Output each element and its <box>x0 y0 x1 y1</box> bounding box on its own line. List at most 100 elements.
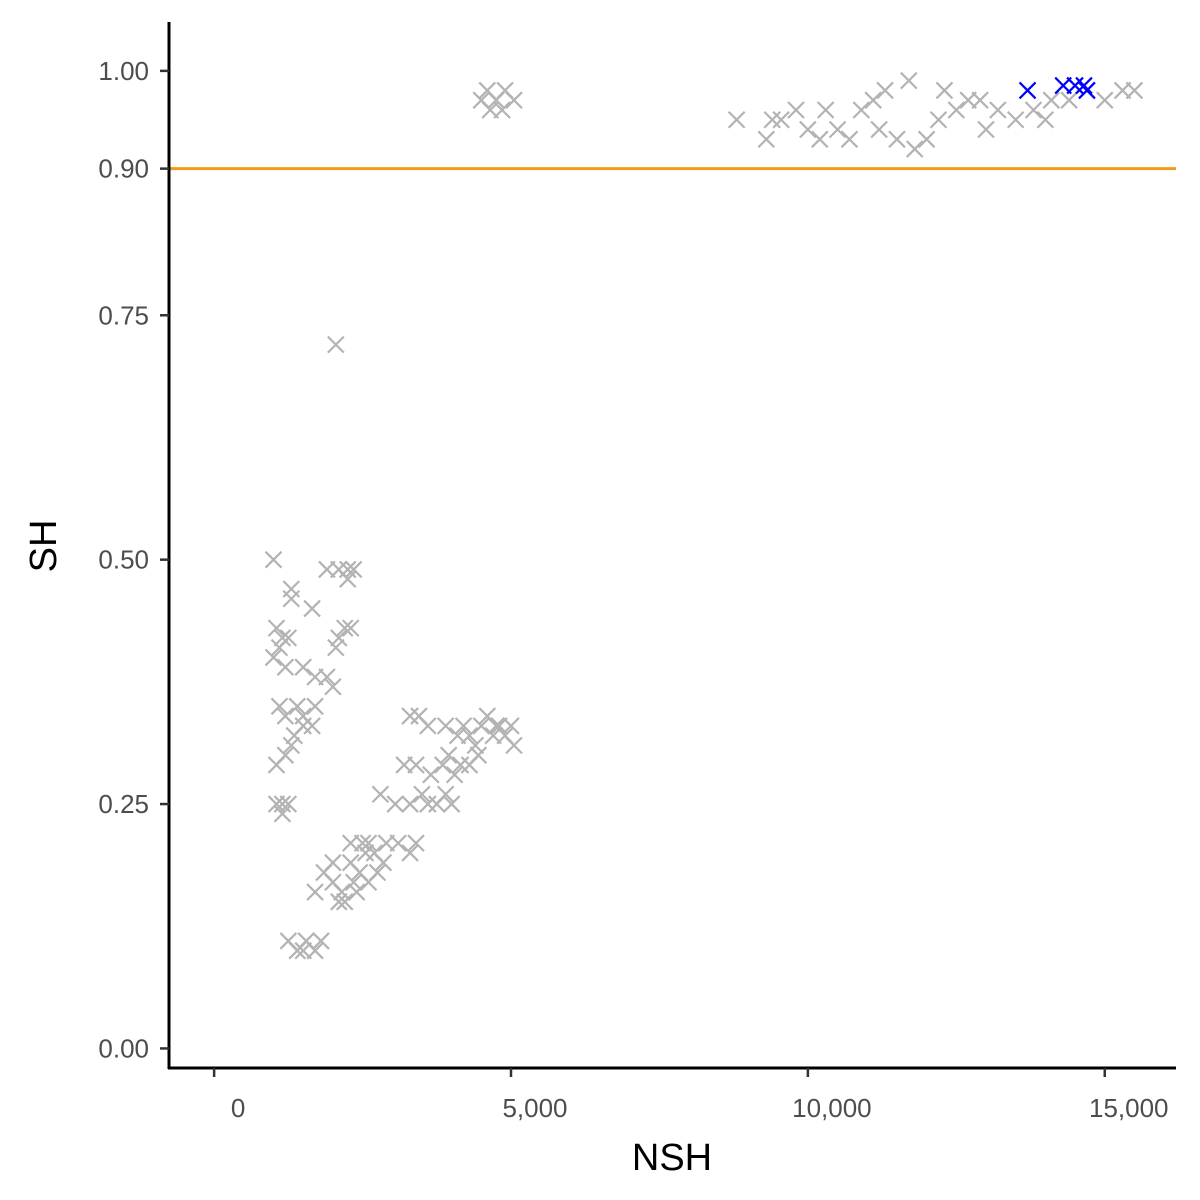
data-point <box>335 893 354 911</box>
data-point <box>478 707 497 725</box>
y-tick-label: 0.75 <box>98 300 149 330</box>
data-point <box>935 81 954 100</box>
y-axis-title: SH <box>23 520 65 573</box>
data-point <box>1060 91 1078 109</box>
data-point <box>989 101 1007 119</box>
data-point <box>303 717 321 735</box>
data-point <box>1024 101 1043 119</box>
data-point <box>386 795 404 813</box>
data-point <box>413 785 431 804</box>
data-point <box>344 873 363 892</box>
data-point <box>439 746 458 764</box>
highlight-point <box>1078 81 1096 100</box>
data-point <box>1125 81 1144 100</box>
data-point <box>267 619 286 637</box>
plot-area <box>169 71 1176 960</box>
data-point <box>407 756 425 774</box>
data-point <box>947 101 966 119</box>
data-point <box>929 110 948 129</box>
data-point <box>279 629 298 647</box>
data-point <box>273 629 292 647</box>
data-point <box>460 726 479 745</box>
data-point <box>335 619 354 637</box>
data-point <box>333 883 351 901</box>
data-point <box>900 71 918 90</box>
data-point <box>294 941 312 960</box>
highlight-point <box>1066 76 1084 95</box>
data-point <box>324 677 342 696</box>
data-point <box>341 619 360 637</box>
data-point <box>267 756 286 774</box>
data-point <box>401 844 419 862</box>
data-point <box>318 668 336 686</box>
data-point <box>306 697 324 716</box>
data-point <box>347 883 366 901</box>
data-point <box>888 130 906 149</box>
data-point <box>419 795 437 813</box>
data-point <box>977 120 995 139</box>
data-point <box>422 765 440 784</box>
data-point <box>505 736 523 755</box>
data-point <box>353 834 372 852</box>
data-point <box>772 110 790 129</box>
data-point <box>787 101 805 119</box>
data-point <box>490 717 508 735</box>
data-point <box>371 785 390 804</box>
data-point <box>330 893 348 911</box>
data-point <box>1006 110 1025 129</box>
data-point <box>436 717 455 735</box>
data-point <box>876 81 894 100</box>
y-tick-label: 0.90 <box>98 154 149 184</box>
data-point <box>840 130 859 149</box>
data-point <box>852 101 871 119</box>
x-tick-label: 10,000 <box>792 1093 872 1123</box>
data-point <box>276 658 295 676</box>
data-point <box>279 795 298 813</box>
data-point <box>285 726 304 745</box>
data-point <box>505 91 523 109</box>
data-point <box>451 756 470 774</box>
data-point <box>356 844 375 862</box>
data-point <box>864 91 882 109</box>
data-point <box>419 717 437 735</box>
data-point <box>971 91 989 109</box>
highlight-point <box>1018 81 1037 100</box>
data-point <box>374 853 393 872</box>
data-point <box>816 101 835 119</box>
data-point <box>306 883 324 901</box>
data-point <box>466 736 485 755</box>
data-point <box>469 746 488 764</box>
data-point <box>368 863 387 882</box>
data-point <box>312 932 330 950</box>
data-point <box>1042 91 1061 109</box>
data-point <box>324 853 342 872</box>
data-point <box>870 120 888 139</box>
data-point <box>799 120 817 139</box>
x-tick-label: 5,000 <box>502 1093 567 1123</box>
data-point <box>445 765 464 784</box>
data-point <box>327 335 345 354</box>
data-point <box>493 101 511 119</box>
data-point <box>282 736 301 755</box>
y-tick-label: 0.25 <box>98 789 149 819</box>
data-point <box>1036 110 1055 129</box>
x-axis-title: NSH <box>632 1137 712 1179</box>
data-point <box>330 629 348 647</box>
data-point <box>389 834 407 852</box>
data-point <box>433 756 452 774</box>
y-tick-label: 0.50 <box>98 545 149 575</box>
data-point <box>442 795 461 813</box>
data-point <box>303 599 321 618</box>
x-tick-label: 15,000 <box>1089 1093 1169 1123</box>
data-point <box>757 130 776 149</box>
data-point <box>472 717 491 735</box>
data-point <box>727 110 746 129</box>
y-tick-label: 1.00 <box>98 56 149 86</box>
data-point <box>282 589 301 608</box>
data-point <box>288 697 307 716</box>
data-point <box>478 81 497 100</box>
highlight-point <box>1075 76 1093 95</box>
data-point <box>810 130 829 149</box>
data-point <box>327 638 345 657</box>
